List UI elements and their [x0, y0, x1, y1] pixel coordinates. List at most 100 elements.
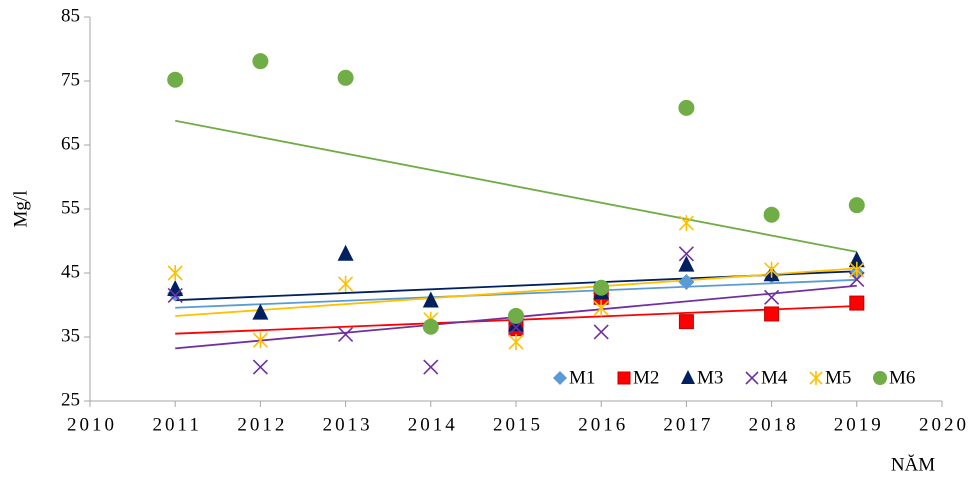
marker-shape — [338, 275, 354, 292]
marker-shape — [873, 371, 887, 385]
marker — [593, 279, 610, 296]
marker-shape — [764, 289, 780, 305]
marker-shape — [167, 71, 184, 88]
marker-shape — [337, 244, 354, 261]
marker — [508, 334, 524, 351]
x-axis-title: NĂM — [891, 454, 935, 475]
marker-shape — [252, 53, 269, 70]
marker — [252, 53, 269, 70]
legend-label: M6 — [889, 367, 915, 388]
marker — [167, 265, 183, 281]
marker-shape — [338, 326, 354, 343]
legend-label: M4 — [761, 367, 788, 388]
marker — [337, 69, 354, 86]
marker-shape — [763, 206, 780, 223]
marker-shape — [252, 303, 269, 320]
marker — [678, 255, 695, 272]
x-tick-label: 2013 — [323, 414, 373, 435]
marker-shape — [764, 306, 780, 322]
marker-shape — [422, 291, 439, 308]
marker — [678, 273, 695, 290]
x-tick-label: 2012 — [237, 414, 287, 435]
marker-shape — [678, 99, 695, 116]
marker — [745, 371, 759, 385]
marker — [553, 371, 567, 385]
trend-line — [175, 278, 857, 309]
legend-label: M5 — [825, 367, 851, 388]
y-tick-label: 25 — [61, 389, 80, 410]
marker-shape — [678, 255, 695, 272]
marker-shape — [678, 215, 694, 232]
marker-shape — [848, 251, 865, 268]
marker — [681, 370, 695, 384]
legend-label: M1 — [569, 367, 595, 388]
marker — [338, 326, 354, 343]
marker — [508, 307, 524, 324]
marker-shape — [423, 359, 439, 375]
marker-shape — [593, 300, 609, 317]
marker — [593, 324, 609, 340]
marker — [422, 291, 439, 308]
marker — [873, 371, 887, 385]
marker — [252, 359, 268, 375]
marker — [338, 275, 354, 292]
marker — [849, 261, 865, 278]
x-tick-label: 2018 — [749, 414, 799, 435]
marker — [252, 332, 268, 349]
y-tick-label: 35 — [61, 325, 80, 346]
marker — [508, 319, 524, 335]
marker — [763, 206, 780, 223]
marker-shape — [252, 332, 268, 349]
marker — [764, 306, 780, 322]
x-tick-label: 2016 — [578, 414, 628, 435]
x-tick-label: 2014 — [408, 414, 458, 435]
x-tick-label: 2017 — [663, 414, 713, 435]
marker-shape — [848, 197, 865, 214]
marker — [252, 303, 269, 320]
marker-shape — [849, 261, 865, 278]
marker — [764, 261, 780, 278]
y-tick-label: 65 — [61, 133, 80, 154]
marker-shape — [593, 324, 609, 340]
marker-shape — [167, 265, 183, 281]
marker — [848, 197, 865, 214]
marker — [678, 314, 694, 330]
x-tick-label: 2020 — [919, 414, 969, 435]
y-tick-label: 45 — [61, 261, 80, 282]
marker-shape — [252, 359, 268, 375]
marker — [678, 99, 695, 116]
marker — [167, 287, 183, 303]
marker-shape — [617, 371, 631, 385]
marker — [848, 251, 865, 268]
marker-shape — [745, 371, 759, 385]
legend-label: M2 — [633, 367, 659, 388]
y-axis-title: Mg/l — [10, 191, 31, 228]
marker-shape — [678, 314, 694, 330]
marker — [764, 289, 780, 305]
marker-shape — [508, 334, 524, 351]
x-tick-label: 2015 — [493, 414, 543, 435]
y-tick-label: 75 — [61, 69, 80, 90]
marker-shape — [681, 370, 695, 384]
marker-shape — [508, 307, 524, 324]
marker — [809, 371, 823, 385]
marker — [423, 359, 439, 375]
marker-shape — [593, 279, 610, 296]
marker — [337, 244, 354, 261]
x-tick-label: 2019 — [834, 414, 884, 435]
y-tick-label: 55 — [61, 197, 80, 218]
marker — [617, 371, 631, 385]
marker-shape — [167, 280, 184, 296]
x-tick-label: 2010 — [67, 414, 117, 435]
marker — [593, 300, 609, 317]
marker-shape — [167, 287, 183, 303]
x-tick-label: 2011 — [153, 414, 202, 435]
marker-shape — [849, 295, 865, 311]
marker — [678, 215, 694, 232]
marker-shape — [337, 69, 354, 86]
marker-shape — [422, 318, 439, 335]
marker-shape — [678, 273, 695, 290]
trend-line — [175, 119, 857, 253]
marker-shape — [764, 261, 780, 278]
marker-shape — [508, 319, 524, 335]
